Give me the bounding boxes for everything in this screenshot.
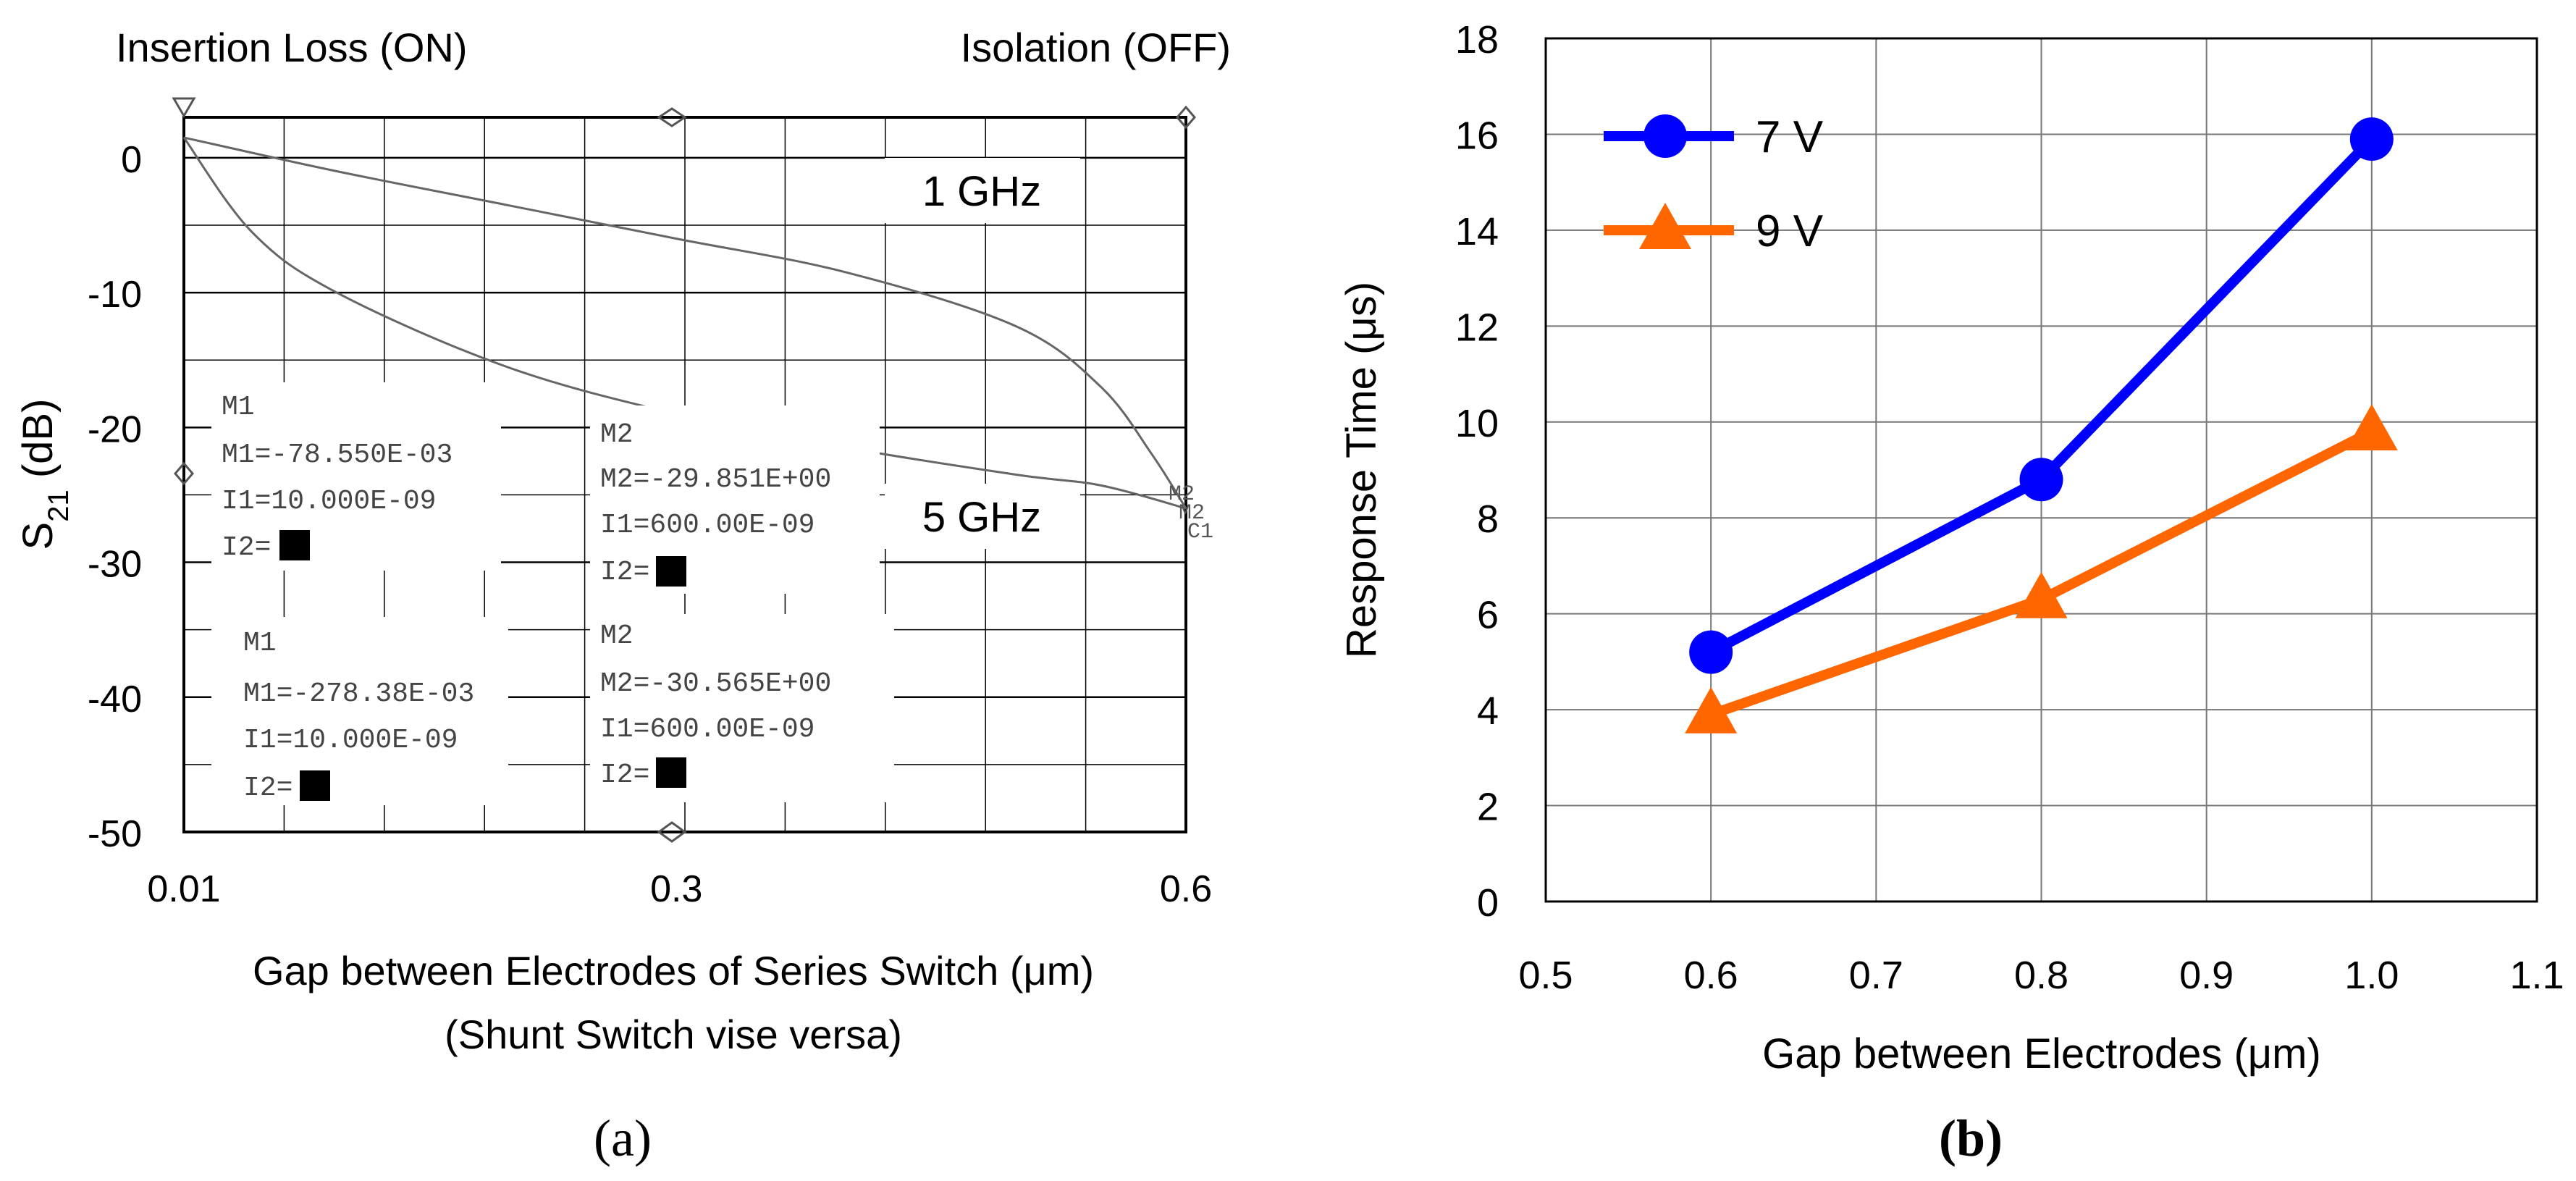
panel-b-y-tick-label: 14 <box>1455 210 1499 253</box>
marker-annotation-m2-top: M2 M2=-29.851E+00 I1=600.00E-09 I2= <box>590 405 880 594</box>
svg-text:I2=: I2= <box>600 760 649 791</box>
panel-b-y-tick-label: 6 <box>1477 594 1499 637</box>
data-point-9v <box>2345 404 2398 451</box>
svg-text:C1: C1 <box>1187 520 1213 545</box>
panel-a-y-tick-labels: 0 -10 -20 -30 -40 -50 <box>88 139 142 855</box>
panel-b-x-tick-label: 0.6 <box>1684 954 1738 997</box>
panel-b-y-tick-label: 0 <box>1477 881 1499 925</box>
panel-b-label: (b) <box>1939 1109 2003 1167</box>
svg-text:M2: M2 <box>600 419 634 450</box>
panel-b-y-tick-label: 8 <box>1477 497 1499 541</box>
svg-text:I2=: I2= <box>222 532 271 563</box>
panel-a: 0 -10 -20 -30 -40 -50 0.01 0.3 0.6 Insertion Lo… <box>14 25 1231 1167</box>
legend-7v-label: 7 V <box>1756 112 1824 162</box>
svg-text:M2: M2 <box>600 621 634 652</box>
label-1ghz-background <box>885 158 1080 223</box>
marker-annotation-m1-top: M1 M1=-78.550E-03 I1=10.000E-09 I2= <box>211 382 501 571</box>
panel-a-x-tick-labels: 0.01 0.3 0.6 <box>147 868 1212 910</box>
panel-a-x-axis-label: Gap between Electrodes of Series Switch … <box>253 948 1094 993</box>
panel-b-x-axis-label: Gap between Electrodes (μm) <box>1762 1030 2321 1077</box>
panel-b-y-axis-label: Response Time (μs) <box>1338 282 1385 658</box>
svg-text:I2=: I2= <box>243 773 292 804</box>
panel-a-y-tick-label: -20 <box>88 408 142 450</box>
svg-text:M1: M1 <box>222 392 255 423</box>
label-1ghz: 1 GHz <box>922 168 1041 215</box>
svg-text:I1=600.00E-09: I1=600.00E-09 <box>600 714 815 745</box>
bottom-tick-diamond-icon <box>657 821 687 843</box>
svg-text:M2: M2 <box>1179 501 1205 526</box>
svg-text:M2=-30.565E+00: M2=-30.565E+00 <box>600 668 831 699</box>
marker-m1-bottom-square <box>300 770 330 801</box>
legend-9v-triangle-icon <box>1639 203 1691 249</box>
panel-b-y-tick-label: 10 <box>1455 402 1499 445</box>
legend-7v-circle-icon <box>1643 114 1687 158</box>
panel-a-title-left: Insertion Loss (ON) <box>116 25 468 70</box>
panel-b-y-tick-label: 4 <box>1477 689 1499 733</box>
panel-b-y-tick-labels: 0 2 4 6 8 10 12 14 16 18 <box>1455 18 1499 925</box>
panel-b-plot-frame <box>1544 37 2538 903</box>
panel-b-y-tick-label: 16 <box>1455 114 1499 157</box>
series-line-1ghz <box>183 136 1187 509</box>
panel-b-y-tick-label: 2 <box>1477 786 1499 829</box>
svg-text:I2=: I2= <box>600 557 649 588</box>
top-tick-diamond-icon <box>657 107 687 127</box>
panel-a-y-axis-label: S21 (dB) <box>14 399 75 550</box>
svg-text:M2: M2 <box>1169 482 1195 507</box>
panel-b-y-tick-label: 12 <box>1455 306 1499 349</box>
svg-text:M2=-29.851E+00: M2=-29.851E+00 <box>600 464 831 495</box>
marker-m1-top-square <box>279 530 310 560</box>
end-marker-glyphs: M2 M2 C1 <box>1169 482 1213 545</box>
panel-b-x-tick-label: 1.0 <box>2344 954 2399 997</box>
panel-a-x-tick-label: 0.3 <box>650 868 702 910</box>
legend-item-7v: 7 V <box>1604 112 1824 162</box>
panel-b-x-tick-label: 1.1 <box>2509 954 2564 997</box>
marker-annotation-m1-bottom: M1 M1=-278.38E-03 I1=10.000E-09 I2= <box>211 617 508 805</box>
panel-b-x-tick-label: 0.5 <box>1518 954 1573 997</box>
data-point-9v <box>2015 571 2068 618</box>
marker-annotation-m2-bottom: M2 M2=-30.565E+00 I1=600.00E-09 I2= <box>590 614 894 802</box>
data-point-7v <box>1689 630 1733 674</box>
data-point-9v <box>1685 686 1738 734</box>
panel-a-y-tick-label: -10 <box>88 274 142 316</box>
panel-a-y-tick-label: 0 <box>121 139 142 181</box>
svg-text:M1=-278.38E-03: M1=-278.38E-03 <box>243 678 474 710</box>
svg-text:I1=10.000E-09: I1=10.000E-09 <box>243 725 458 756</box>
panel-b-series <box>1685 117 2398 734</box>
left-tick-diamond-icon <box>174 461 194 486</box>
panel-b-x-tick-label: 0.8 <box>2014 954 2068 997</box>
legend-item-9v: 9 V <box>1604 203 1824 256</box>
panel-a-y-tick-label: -40 <box>88 678 142 720</box>
panel-b-x-tick-label: 0.7 <box>1849 954 1903 997</box>
label-5ghz-background <box>885 484 1080 549</box>
top-right-diamond-icon <box>1176 105 1196 130</box>
svg-text:M1: M1 <box>243 628 277 659</box>
panel-a-y-tick-label: -30 <box>88 544 142 586</box>
frame-triangle-markers <box>172 97 1196 843</box>
panel-a-x-tick-label: 0.6 <box>1160 868 1212 910</box>
panel-b-y-tick-label: 18 <box>1455 18 1499 62</box>
panel-a-label: (a) <box>594 1109 652 1167</box>
panel-b-legend: 7 V 9 V <box>1604 112 1824 256</box>
legend-9v-label: 9 V <box>1756 206 1824 256</box>
svg-text:I1=600.00E-09: I1=600.00E-09 <box>600 510 815 541</box>
panel-a-x-tick-label: 0.01 <box>147 868 220 910</box>
start-marker-triangle-icon <box>172 97 196 118</box>
marker-m2-bottom-square <box>656 757 686 788</box>
svg-text:M1=-78.550E-03: M1=-78.550E-03 <box>222 440 453 471</box>
data-point-7v <box>2349 117 2394 161</box>
data-point-7v <box>2019 458 2063 502</box>
panel-b-x-tick-labels: 0.5 0.6 0.7 0.8 0.9 1.0 1.1 <box>1518 954 2564 997</box>
panel-a-y-tick-label: -50 <box>88 813 142 855</box>
panel-a-title-right: Isolation (OFF) <box>961 25 1231 70</box>
panel-b: 0 2 4 6 8 10 12 14 16 18 0.5 0.6 0.7 0.8 0.9 1.0 1.1 7 … <box>1338 18 2564 1167</box>
panel-b-x-tick-label: 0.9 <box>2179 954 2234 997</box>
marker-m2-top-square <box>656 556 686 587</box>
label-5ghz: 5 GHz <box>922 494 1041 541</box>
svg-text:I1=10.000E-09: I1=10.000E-09 <box>222 486 436 517</box>
panel-a-x-axis-label-secondary: (Shunt Switch vise versa) <box>445 1012 902 1057</box>
